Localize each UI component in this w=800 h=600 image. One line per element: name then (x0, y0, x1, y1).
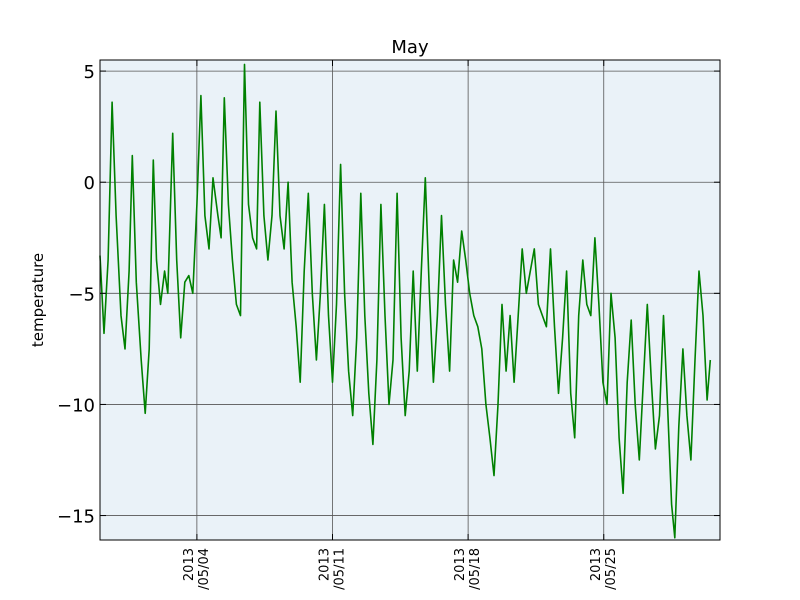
x-tick-label-year: 2013 (453, 548, 468, 581)
x-tick-label-date: /05/11 (333, 548, 348, 590)
x-tick-label-date: /05/04 (197, 548, 212, 590)
x-tick-label: 2013/05/11 (318, 548, 348, 590)
plot-area (100, 60, 720, 540)
x-tick-label: 2013/05/25 (589, 548, 619, 590)
y-tick-label: −15 (57, 507, 95, 528)
y-axis: 5 0 −5 −10 −15 (57, 62, 720, 528)
chart-title: May (391, 37, 429, 58)
gridlines (100, 60, 720, 540)
y-tick-label: 0 (84, 173, 95, 194)
x-tick-label-date: /05/18 (468, 548, 483, 590)
x-tick-label-date: /05/25 (604, 548, 619, 590)
plot-frame (99, 59, 721, 541)
x-tick-label-year: 2013 (589, 548, 604, 581)
y-tick-label: −10 (57, 395, 95, 416)
y-axis-label: temperature (29, 253, 47, 347)
x-tick-label-year: 2013 (318, 548, 333, 581)
y-tick-label: 5 (84, 62, 95, 83)
x-axis: 2013/05/04 2013/05/11 2013/05/18 2013/05/25 (182, 60, 619, 590)
x-tick-label: 2013/05/18 (453, 548, 483, 590)
y-tick-label: −5 (68, 284, 95, 305)
temperature-series-line (99, 63, 712, 539)
x-tick-label-year: 2013 (182, 548, 197, 581)
x-tick-label: 2013/05/04 (182, 548, 212, 590)
